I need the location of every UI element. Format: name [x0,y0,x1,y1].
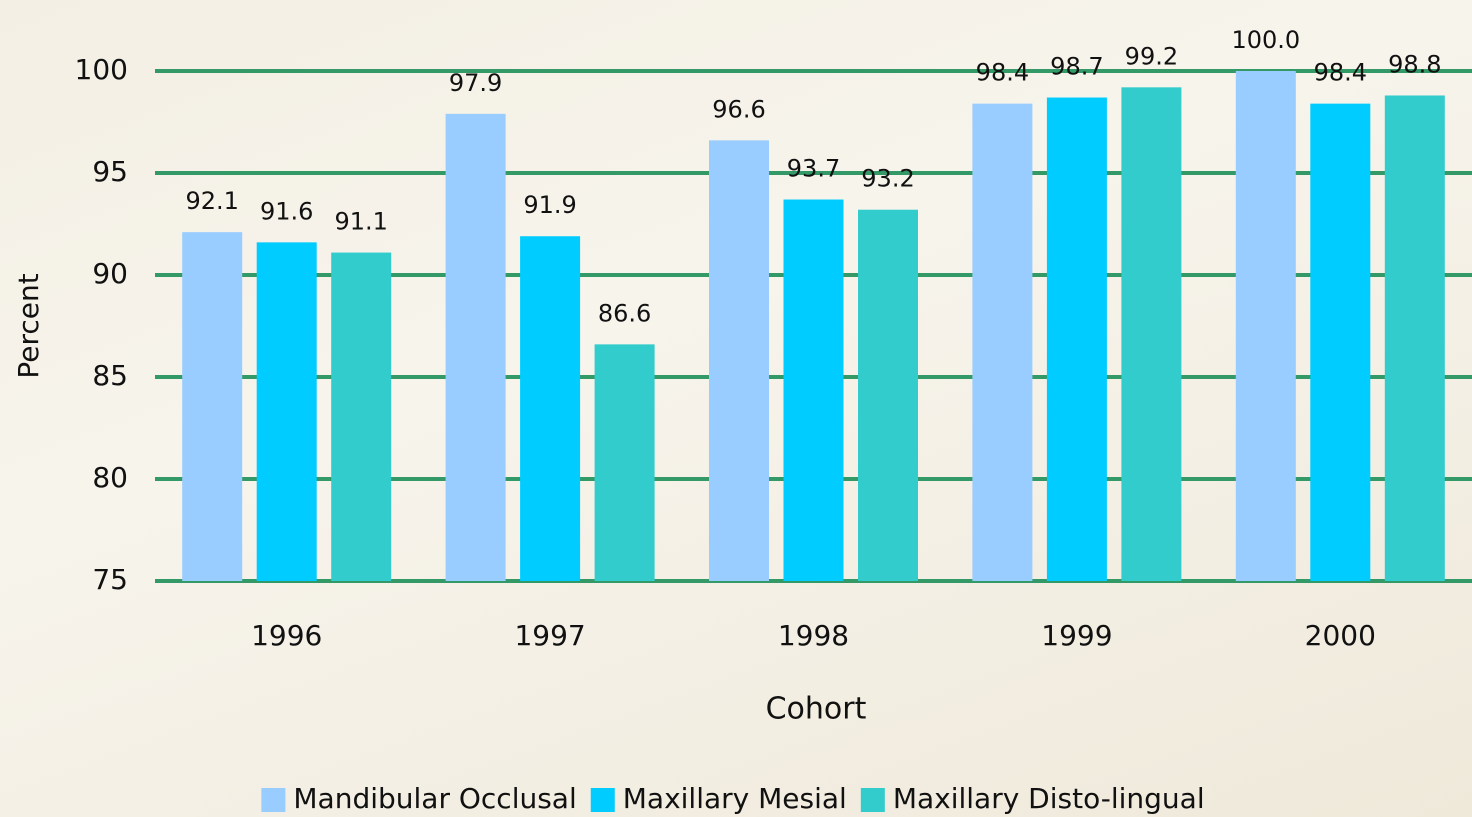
data-label: 91.1 [334,208,387,236]
data-label: 97.9 [449,69,502,97]
bar [331,252,392,581]
x-tick-label: 1998 [778,619,849,652]
y-tick-label: 80 [92,461,128,494]
data-label: 98.8 [1388,50,1441,78]
data-label: 91.6 [260,197,313,225]
bar [256,242,317,582]
y-tick-label: 85 [92,359,128,392]
y-tick-label: 100 [75,53,128,86]
bar [1384,95,1445,581]
y-tick-label: 75 [92,563,128,596]
data-label: 98.4 [1314,59,1367,87]
bar [709,140,769,582]
bar [783,199,844,581]
data-label: 86.6 [598,299,651,327]
bar [520,236,581,582]
legend-label: Maxillary Disto-lingual [893,782,1205,815]
bar [858,209,918,581]
data-label: 99.2 [1125,42,1178,70]
legend-swatch [860,788,885,812]
legend-label: Maxillary Mesial [623,782,847,815]
bar [182,232,243,581]
bar [445,113,506,581]
x-tick-label: 1997 [514,619,585,652]
data-label: 93.7 [787,155,840,183]
bar [1121,87,1182,581]
y-tick-label: 90 [92,257,128,290]
y-axis-label: Percent [12,273,45,378]
x-tick-label: 1996 [251,619,322,652]
legend-swatch [261,788,286,812]
y-tick-label: 95 [92,155,128,188]
data-label: 98.7 [1050,53,1103,81]
bar [1046,97,1107,582]
bar [1310,103,1371,581]
bar [594,344,655,581]
data-label: 100.0 [1231,26,1300,54]
legend-swatch [590,788,615,812]
data-label: 96.6 [712,95,765,123]
data-label: 91.9 [523,191,576,219]
bar [972,103,1033,581]
x-tick-label: 2000 [1305,619,1376,652]
data-label: 93.2 [861,165,914,193]
x-axis-label: Cohort [766,692,867,727]
legend-label: Mandibular Occlusal [293,782,576,815]
x-tick-label: 1999 [1041,619,1112,652]
data-label: 98.4 [976,59,1029,87]
data-label: 92.1 [185,187,238,215]
bar [1235,71,1296,581]
